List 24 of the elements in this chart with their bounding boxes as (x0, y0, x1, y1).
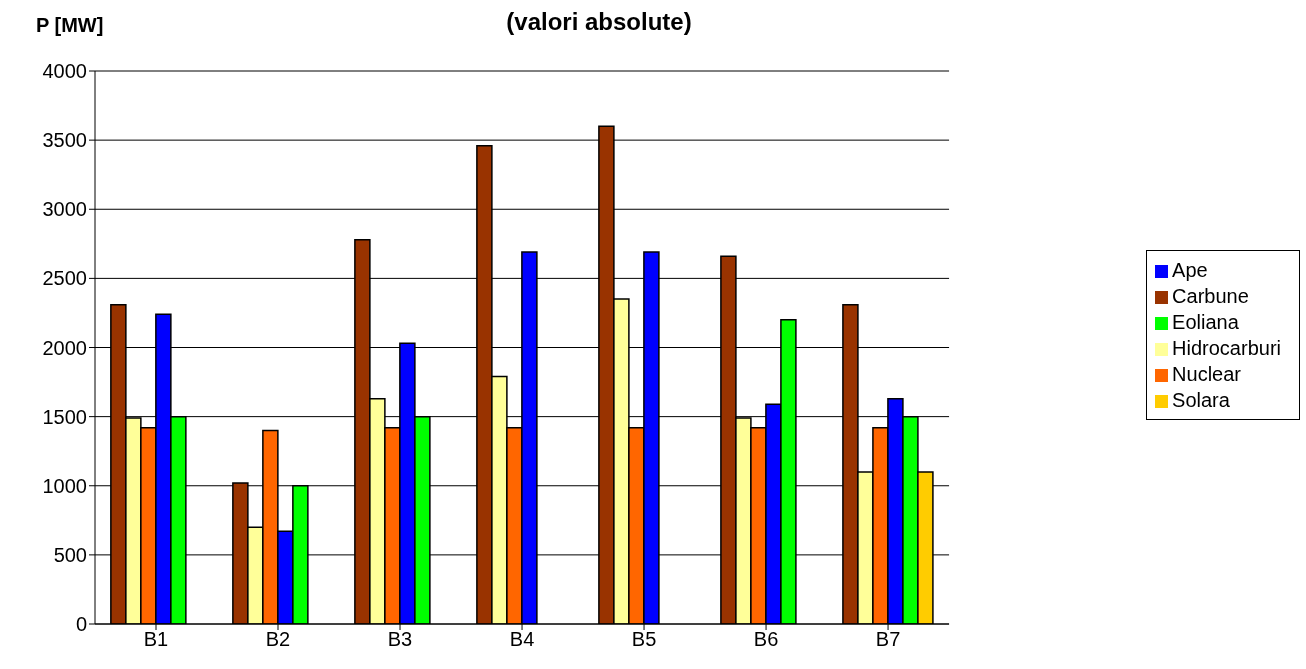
y-tick-label: 2500 (42, 267, 87, 290)
legend-label: Hidrocarburi (1172, 336, 1281, 359)
y-axis-title: P [MW] (36, 14, 104, 37)
y-tick-label: 1000 (42, 474, 87, 497)
x-tick-label: B2 (265, 628, 291, 651)
x-tick-label: B7 (875, 628, 901, 651)
x-tick-label: B1 (143, 628, 169, 651)
x-tick-label: B5 (631, 628, 657, 651)
legend-label: Eoliana (1172, 310, 1239, 333)
legend-label: Ape (1172, 258, 1208, 281)
y-tick-label: 1500 (42, 405, 87, 428)
y-tick-label: 3500 (42, 129, 87, 152)
legend-label: Carbune (1172, 284, 1249, 307)
y-tick-label: 4000 (42, 60, 87, 83)
chart-title: (valori absolute) (506, 8, 692, 35)
legend-label: Solara (1172, 388, 1230, 411)
x-tick-label: B3 (387, 628, 413, 651)
x-tick-label: B6 (753, 628, 779, 651)
y-tick-label: 2000 (42, 336, 87, 359)
y-tick-label: 3000 (42, 198, 87, 221)
x-tick-label: B4 (509, 628, 535, 651)
legend-label: Nuclear (1172, 362, 1241, 385)
y-tick-label: 500 (53, 543, 87, 566)
y-tick-label: 0 (75, 613, 87, 636)
